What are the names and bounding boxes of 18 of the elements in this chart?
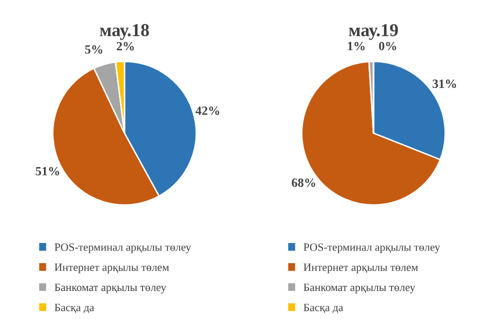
chart-title: мау.19 xyxy=(348,24,398,40)
data-label: 5% xyxy=(85,45,102,54)
legend-label: Интернет арқылы төлем xyxy=(304,264,418,274)
data-label: 51% xyxy=(36,166,60,176)
data-label: 2% xyxy=(116,42,134,50)
text: 0% xyxy=(379,42,396,50)
legend-label: Банкомат арқылы төлеу xyxy=(304,284,416,294)
legend-label: Басқа да xyxy=(54,304,94,314)
data-label: 42% xyxy=(196,106,220,115)
legend-label: Басқа да xyxy=(304,304,344,314)
legend-label: POS-терминал арқылы төлеу xyxy=(304,243,440,254)
chart-title: мау.18 xyxy=(100,24,149,40)
data-label: 1% xyxy=(348,42,365,50)
legend-label: Интернет арқылы төлем xyxy=(54,264,169,274)
legend-label: Банкомат арқылы төлеу xyxy=(54,284,166,294)
legend-label: POS-терминал арқылы төлеу xyxy=(54,243,192,254)
data-label: 31% xyxy=(432,80,456,88)
data-label: 68% xyxy=(292,178,316,187)
